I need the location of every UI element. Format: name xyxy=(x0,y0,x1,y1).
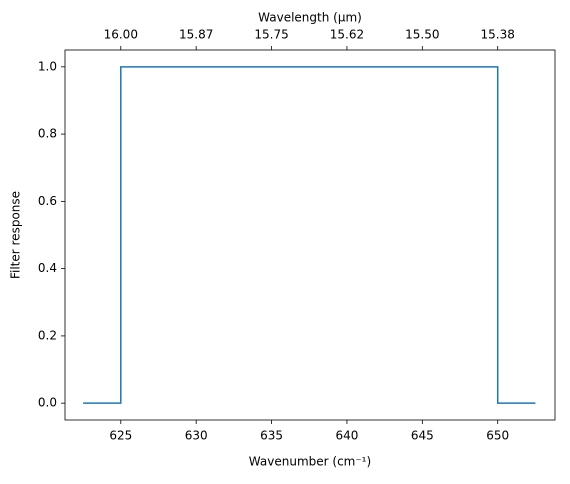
top-tick-label: 15.50 xyxy=(405,28,439,42)
line xyxy=(83,66,536,404)
y-tick-label: 1.0 xyxy=(38,59,57,73)
top-tick-label: 15.87 xyxy=(179,28,213,42)
x-tick-label: 640 xyxy=(335,429,358,443)
y-tick-label: 0.0 xyxy=(38,396,57,410)
top-axis-label: Wavelength (μm) xyxy=(258,11,362,25)
y-tick-label: 0.6 xyxy=(38,194,57,208)
x-axis-label: Wavenumber (cm⁻¹) xyxy=(249,455,371,469)
x-tick-label: 630 xyxy=(185,429,208,443)
x-tick-label: 635 xyxy=(260,429,283,443)
y-axis-label: Filter response xyxy=(9,191,23,279)
x-tick-label: 625 xyxy=(109,429,132,443)
y-tick-label: 0.8 xyxy=(38,127,57,141)
y-tick-label: 0.2 xyxy=(38,328,57,342)
plot-frame xyxy=(64,49,556,421)
top-tick-label: 15.75 xyxy=(254,28,288,42)
top-tick-label: 15.62 xyxy=(330,28,364,42)
y-tick-label: 0.4 xyxy=(38,261,57,275)
x-tick-label: 645 xyxy=(411,429,434,443)
x-tick-label: 650 xyxy=(486,429,509,443)
top-tick-label: 16.00 xyxy=(104,28,138,42)
top-tick-label: 15.38 xyxy=(481,28,515,42)
